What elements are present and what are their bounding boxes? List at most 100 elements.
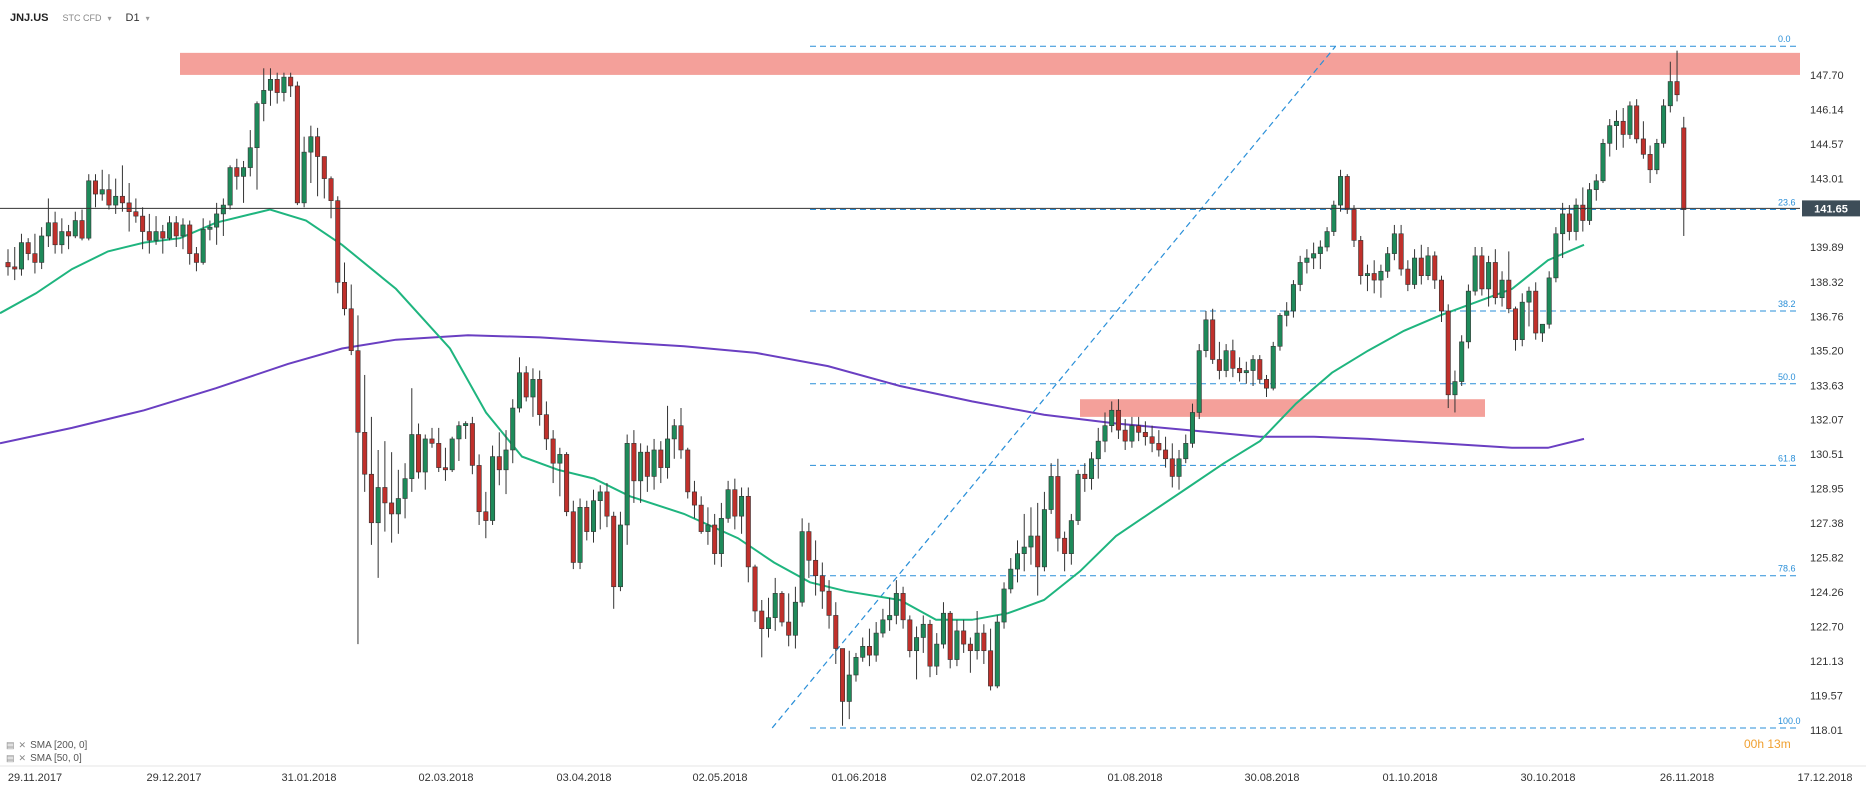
candle-body: [1297, 262, 1303, 285]
candle-body: [200, 229, 206, 263]
candle-body: [1391, 233, 1397, 254]
candle-body: [1364, 273, 1370, 276]
candle-body: [624, 443, 630, 526]
candle-body: [12, 266, 18, 270]
candle: [348, 284, 354, 356]
indicator-remove-icon[interactable]: ✕: [18, 740, 27, 750]
candle: [1613, 110, 1619, 150]
fib-level-label: 38.2: [1778, 299, 1796, 309]
candle: [220, 198, 226, 236]
candle: [449, 436, 455, 473]
candle-body: [954, 630, 960, 660]
candle-body: [1513, 308, 1519, 340]
candle: [954, 619, 960, 667]
candle-body: [267, 79, 273, 91]
candle: [1075, 469, 1081, 525]
candle-body: [294, 85, 300, 204]
candle: [1398, 224, 1404, 276]
candle-body: [86, 180, 92, 239]
candle: [1290, 280, 1296, 318]
candle-body: [1385, 253, 1391, 272]
candle-body: [1452, 381, 1458, 396]
candle-body: [355, 350, 361, 433]
countdown-timer: 00h 13m: [1744, 737, 1791, 751]
indicator-remove-icon[interactable]: ✕: [18, 753, 27, 763]
candle-body: [1041, 509, 1047, 568]
y-tick-label: 135.20: [1810, 346, 1844, 358]
candle-body: [409, 434, 415, 479]
candle: [1634, 99, 1640, 144]
candle-body: [1634, 105, 1640, 140]
indicator-settings-icon[interactable]: ▤: [6, 753, 15, 763]
candle: [1156, 430, 1162, 457]
y-tick-label: 133.63: [1810, 380, 1844, 392]
candle-body: [1149, 436, 1155, 444]
candle: [429, 427, 435, 448]
candle-body: [368, 473, 374, 524]
candle: [1459, 335, 1465, 386]
candle: [860, 637, 866, 662]
candle-body: [860, 646, 866, 658]
candle: [988, 628, 994, 691]
candle: [341, 262, 347, 316]
candle-body: [59, 231, 65, 246]
candle-body: [806, 531, 812, 561]
symbol-name[interactable]: JNJ.US: [10, 12, 49, 24]
x-tick-label: 03.04.2018: [556, 772, 611, 784]
interval-selector[interactable]: D1: [125, 12, 140, 24]
candle-body: [72, 220, 78, 237]
indicator-legend-sma50[interactable]: ▤ ✕ SMA [50, 0]: [6, 753, 82, 764]
candle: [1257, 355, 1263, 384]
candle-body: [1519, 301, 1525, 340]
candle-body: [1189, 412, 1195, 444]
y-tick-label: 127.38: [1810, 518, 1844, 530]
candle: [732, 478, 738, 530]
candle-body: [288, 76, 294, 87]
candle-body: [994, 621, 1000, 687]
candle-body: [1620, 120, 1626, 135]
candle-body: [1613, 120, 1619, 126]
candle: [617, 511, 623, 592]
candle-body: [113, 195, 119, 206]
candle: [153, 216, 159, 245]
x-tick-label: 26.11.2018: [1660, 772, 1714, 784]
indicator-settings-icon[interactable]: ▤: [6, 740, 15, 750]
candle: [1654, 138, 1660, 175]
candle-body: [1008, 568, 1014, 590]
candle-body: [523, 372, 529, 398]
candle-body: [779, 593, 785, 623]
candle: [940, 602, 946, 649]
candle: [1055, 458, 1061, 552]
candle: [1681, 116, 1687, 236]
candle-body: [234, 167, 240, 177]
candle: [1358, 235, 1364, 285]
candle-body: [1560, 213, 1566, 235]
candle: [234, 158, 240, 190]
candle-body: [66, 231, 72, 237]
candle-body: [1338, 176, 1344, 206]
candle: [355, 315, 361, 645]
candle: [786, 593, 792, 647]
candle-body: [927, 623, 933, 667]
candle-body: [422, 438, 428, 473]
candle-body: [1176, 458, 1182, 477]
candle-body: [180, 224, 186, 237]
candle: [920, 615, 926, 653]
candle-body: [1358, 240, 1364, 276]
candle-body: [1418, 257, 1424, 276]
candle-body: [940, 612, 946, 645]
candle-body: [516, 372, 522, 409]
candle: [301, 136, 307, 208]
interval-dropdown-icon[interactable]: ▾: [145, 13, 150, 23]
candle: [1264, 374, 1270, 398]
y-tick-label: 136.76: [1810, 311, 1844, 323]
candle: [712, 513, 718, 565]
candle-body: [436, 443, 442, 468]
candle: [442, 447, 448, 481]
candle-body: [732, 489, 738, 517]
candle-body: [18, 242, 24, 270]
symbol-dropdown-icon[interactable]: ▾: [107, 13, 112, 23]
indicator-legend-sma200[interactable]: ▤ ✕ SMA [200, 0]: [6, 740, 87, 751]
